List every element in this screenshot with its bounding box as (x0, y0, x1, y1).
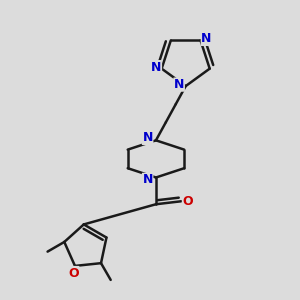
Text: O: O (182, 195, 193, 208)
Text: N: N (174, 78, 184, 91)
Text: N: N (142, 173, 153, 186)
Text: O: O (68, 266, 79, 280)
Text: N: N (142, 131, 153, 145)
Text: N: N (151, 61, 161, 74)
Text: N: N (201, 32, 212, 45)
